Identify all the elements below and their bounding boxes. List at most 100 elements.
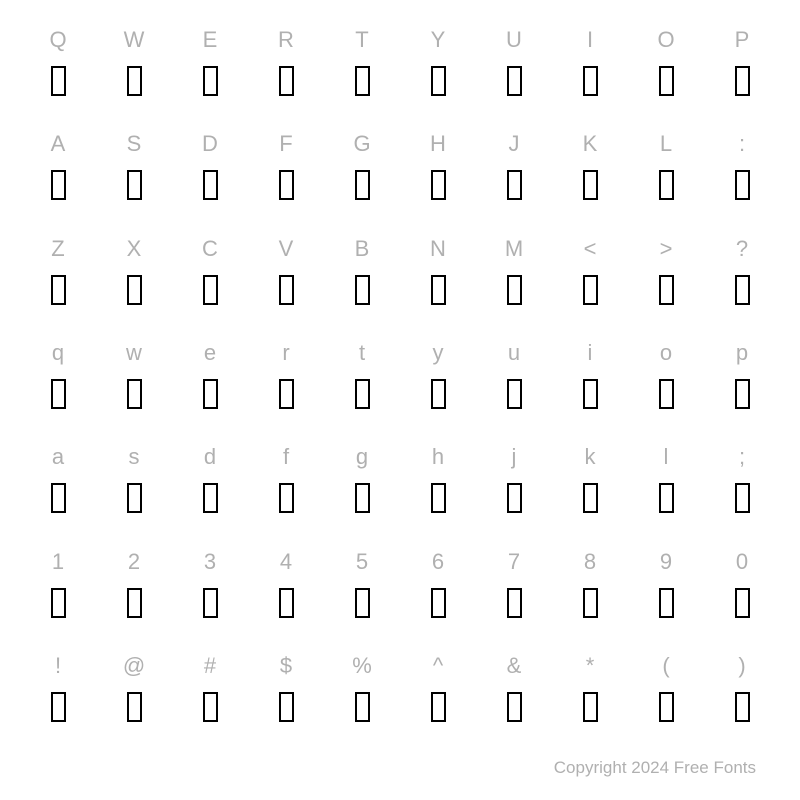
glyph-placeholder-box <box>51 379 66 409</box>
char-label: & <box>507 654 522 678</box>
char-cell: g <box>324 427 400 531</box>
char-cell: y <box>400 323 476 427</box>
char-label: B <box>355 237 370 261</box>
glyph-placeholder-box <box>203 483 218 513</box>
char-cell: 0 <box>704 531 780 635</box>
char-label: O <box>657 28 674 52</box>
char-label: J <box>509 132 520 156</box>
char-label: @ <box>123 654 145 678</box>
char-cell: f <box>248 427 324 531</box>
glyph-placeholder-box <box>659 66 674 96</box>
char-cell: i <box>552 323 628 427</box>
char-cell: # <box>172 636 248 740</box>
glyph-placeholder-box <box>583 275 598 305</box>
glyph-placeholder-box <box>203 379 218 409</box>
char-label: Y <box>431 28 446 52</box>
glyph-placeholder-box <box>203 588 218 618</box>
char-label: D <box>202 132 218 156</box>
character-map-grid: QWERTYUIOPASDFGHJKL:ZXCVBNM<>?qwertyuiop… <box>20 10 780 740</box>
glyph-placeholder-box <box>507 483 522 513</box>
char-label: 9 <box>660 550 672 574</box>
char-label: o <box>660 341 672 365</box>
char-label: 4 <box>280 550 292 574</box>
char-cell: ; <box>704 427 780 531</box>
glyph-placeholder-box <box>735 588 750 618</box>
char-label: 6 <box>432 550 444 574</box>
char-label: P <box>735 28 750 52</box>
glyph-placeholder-box <box>431 275 446 305</box>
glyph-placeholder-box <box>507 692 522 722</box>
glyph-placeholder-box <box>431 66 446 96</box>
char-cell: : <box>704 114 780 218</box>
char-cell: L <box>628 114 704 218</box>
char-cell: D <box>172 114 248 218</box>
glyph-placeholder-box <box>507 379 522 409</box>
char-cell: Z <box>20 219 96 323</box>
char-cell: < <box>552 219 628 323</box>
char-cell: l <box>628 427 704 531</box>
char-cell: a <box>20 427 96 531</box>
glyph-placeholder-box <box>355 275 370 305</box>
glyph-placeholder-box <box>355 170 370 200</box>
char-label: r <box>282 341 289 365</box>
char-cell: 3 <box>172 531 248 635</box>
char-cell: 7 <box>476 531 552 635</box>
char-cell: u <box>476 323 552 427</box>
char-label: ! <box>55 654 61 678</box>
char-label: ^ <box>433 654 443 678</box>
char-label: y <box>433 341 444 365</box>
glyph-placeholder-box <box>203 275 218 305</box>
char-label: l <box>664 445 669 469</box>
char-cell: F <box>248 114 324 218</box>
char-cell: E <box>172 10 248 114</box>
char-label: # <box>204 654 216 678</box>
glyph-placeholder-box <box>355 692 370 722</box>
char-cell: O <box>628 10 704 114</box>
glyph-placeholder-box <box>659 379 674 409</box>
glyph-placeholder-box <box>431 483 446 513</box>
char-label: N <box>430 237 446 261</box>
char-label: A <box>51 132 66 156</box>
glyph-placeholder-box <box>203 66 218 96</box>
glyph-placeholder-box <box>127 483 142 513</box>
glyph-placeholder-box <box>127 692 142 722</box>
glyph-placeholder-box <box>583 170 598 200</box>
glyph-placeholder-box <box>279 692 294 722</box>
char-cell: ? <box>704 219 780 323</box>
char-label: t <box>359 341 365 365</box>
char-cell: T <box>324 10 400 114</box>
char-cell: > <box>628 219 704 323</box>
glyph-placeholder-box <box>355 588 370 618</box>
glyph-placeholder-box <box>127 588 142 618</box>
char-label: % <box>352 654 372 678</box>
char-cell: h <box>400 427 476 531</box>
glyph-placeholder-box <box>583 66 598 96</box>
glyph-placeholder-box <box>583 588 598 618</box>
glyph-placeholder-box <box>51 692 66 722</box>
glyph-placeholder-box <box>659 275 674 305</box>
char-cell: J <box>476 114 552 218</box>
char-label: f <box>283 445 289 469</box>
glyph-placeholder-box <box>431 170 446 200</box>
glyph-placeholder-box <box>127 379 142 409</box>
glyph-placeholder-box <box>279 588 294 618</box>
char-label: W <box>124 28 145 52</box>
char-cell: X <box>96 219 172 323</box>
char-label: 3 <box>204 550 216 574</box>
glyph-placeholder-box <box>659 483 674 513</box>
glyph-placeholder-box <box>431 379 446 409</box>
char-cell: R <box>248 10 324 114</box>
char-cell: M <box>476 219 552 323</box>
glyph-placeholder-box <box>659 588 674 618</box>
char-cell: S <box>96 114 172 218</box>
char-cell: B <box>324 219 400 323</box>
char-label: h <box>432 445 444 469</box>
char-label: Q <box>49 28 66 52</box>
glyph-placeholder-box <box>583 692 598 722</box>
char-cell: @ <box>96 636 172 740</box>
char-label: G <box>353 132 370 156</box>
char-cell: j <box>476 427 552 531</box>
char-label: 0 <box>736 550 748 574</box>
glyph-placeholder-box <box>127 170 142 200</box>
glyph-placeholder-box <box>659 170 674 200</box>
